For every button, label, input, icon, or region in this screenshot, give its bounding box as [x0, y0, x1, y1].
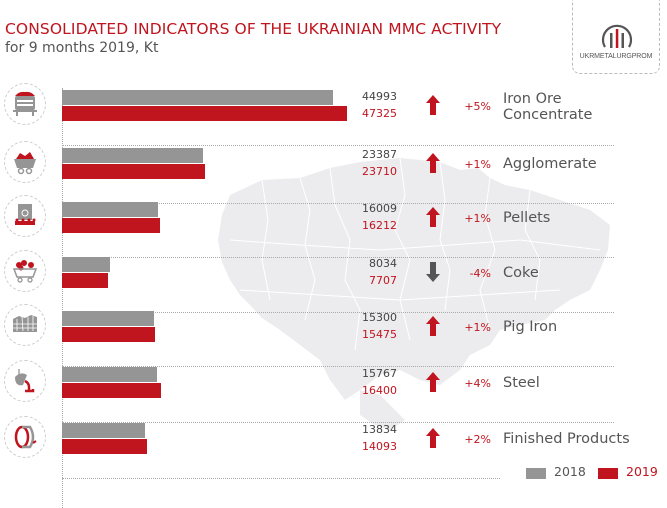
value-label-2019: 23710: [362, 165, 397, 178]
bar-2019: [62, 218, 160, 233]
bar-2018: [62, 423, 145, 438]
chart-axis-line: [62, 88, 63, 508]
category-label-line: Pig Iron: [503, 319, 558, 335]
legend-label-2019: 2019: [626, 464, 658, 479]
category-label-line: Concentrate: [503, 107, 593, 123]
category-label-line: Iron Ore: [503, 91, 562, 107]
value-label-2018: 16009: [362, 202, 397, 215]
change-percent: +5%: [464, 100, 491, 113]
value-label-2018: 23387: [362, 148, 397, 161]
category-label: Steel: [503, 375, 540, 391]
change-percent: +2%: [464, 433, 491, 446]
category-label-line: Coke: [503, 265, 539, 281]
pellet-press-icon: [4, 195, 46, 237]
value-label-2019: 15475: [362, 328, 397, 341]
value-label-2018: 15767: [362, 367, 397, 380]
row-divider: [62, 203, 614, 204]
change-percent: +1%: [464, 158, 491, 171]
ukrmetalurgprom-logo: UKRMETALURGPROM: [572, 0, 660, 74]
category-label: Pellets: [503, 210, 550, 226]
change-percent: +1%: [464, 212, 491, 225]
page-subtitle: for 9 months 2019, Kt: [5, 40, 159, 56]
change-percent: +1%: [464, 321, 491, 334]
chart-row: 44993 47325 +5% Iron Ore Concentrate: [0, 83, 667, 146]
ore-wagon-icon: [4, 83, 46, 125]
value-label-2018: 8034: [369, 257, 397, 270]
arrow-up-icon: [426, 316, 440, 336]
arrow-down-icon: [426, 262, 440, 282]
bar-2019: [62, 383, 161, 398]
mine-cart-icon: [4, 141, 46, 183]
arrow-up-icon: [426, 95, 440, 115]
arrow-up-icon: [426, 428, 440, 448]
bar-2019: [62, 106, 347, 121]
row-divider: [62, 312, 614, 313]
coke-cart-icon: [4, 250, 46, 292]
row-divider: [62, 366, 614, 367]
bar-2018: [62, 311, 154, 326]
category-label-line: Pellets: [503, 210, 551, 226]
bar-2018: [62, 202, 158, 217]
value-label-2019: 14093: [362, 440, 397, 453]
page-title: CONSOLIDATED INDICATORS OF THE UKRAINIAN…: [5, 20, 502, 38]
change-percent: +4%: [464, 377, 491, 390]
ukraine-map-background: [218, 157, 610, 430]
arrow-up-icon: [426, 372, 440, 392]
logo-emblem-icon: [601, 24, 633, 48]
row-divider: [62, 145, 614, 146]
chart-row: 23387 23710 +1% Agglomerate: [0, 141, 667, 204]
bar-2019: [62, 273, 108, 288]
category-label: Iron Ore Concentrate: [503, 91, 592, 123]
row-divider: [62, 257, 614, 258]
row-divider: [62, 422, 614, 423]
value-label-2019: 47325: [362, 107, 397, 120]
category-label-line: Finished Products: [503, 431, 630, 447]
row-divider: [62, 478, 500, 479]
chart-row: 8034 7707 -4% Coke: [0, 250, 667, 313]
pig-iron-icon: [4, 304, 46, 346]
category-label-line: Steel: [503, 375, 540, 391]
category-label: Agglomerate: [503, 156, 597, 172]
value-label-2018: 44993: [362, 90, 397, 103]
bar-2019: [62, 327, 155, 342]
chart-row: 15300 15475 +1% Pig Iron: [0, 304, 667, 367]
legend-swatch-2019: [598, 468, 618, 479]
change-percent: -4%: [469, 267, 491, 280]
category-label: Coke: [503, 265, 539, 281]
chart-row: 16009 16212 +1% Pellets: [0, 195, 667, 258]
category-label: Finished Products: [503, 431, 630, 447]
value-label-2019: 16400: [362, 384, 397, 397]
category-label-line: Agglomerate: [503, 156, 597, 172]
arrow-up-icon: [426, 207, 440, 227]
legend-label-2018: 2018: [554, 464, 586, 479]
chart-row: 13834 14093 +2% Finished Products: [0, 416, 667, 479]
bar-2018: [62, 148, 203, 163]
bar-2019: [62, 164, 205, 179]
value-label-2018: 15300: [362, 311, 397, 324]
steel-coil-icon: [4, 416, 46, 458]
logo-text: UKRMETALURGPROM: [579, 53, 653, 60]
category-label: Pig Iron: [503, 319, 557, 335]
steel-ladle-icon: [4, 360, 46, 402]
chart-row: 15767 16400 +4% Steel: [0, 360, 667, 423]
value-label-2018: 13834: [362, 423, 397, 436]
bar-2018: [62, 90, 333, 105]
arrow-up-icon: [426, 153, 440, 173]
legend-swatch-2018: [526, 468, 546, 479]
bar-2019: [62, 439, 147, 454]
bar-2018: [62, 367, 157, 382]
value-label-2019: 16212: [362, 219, 397, 232]
value-label-2019: 7707: [369, 274, 397, 287]
bar-2018: [62, 257, 110, 272]
